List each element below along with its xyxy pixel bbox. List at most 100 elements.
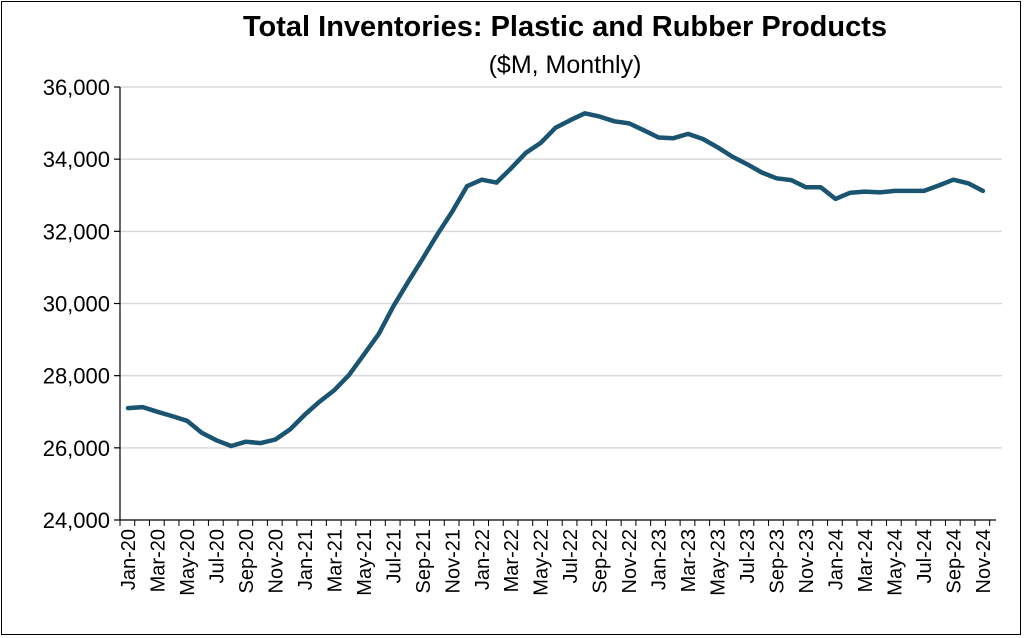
data-point [435, 232, 439, 236]
data-point [981, 189, 985, 193]
x-tick-label: Jul-23 [737, 529, 759, 583]
data-point [819, 185, 823, 189]
x-tick-label: Mar-23 [678, 529, 700, 592]
x-tick-label: Nov-23 [796, 529, 818, 593]
x-tick-label: Sep-23 [767, 529, 789, 594]
x-tick-label: Mar-20 [147, 529, 169, 592]
data-point [465, 184, 469, 188]
x-tick-label: Mar-24 [855, 529, 877, 592]
data-point [450, 209, 454, 213]
data-point [332, 388, 336, 392]
x-tick-label: Nov-20 [265, 529, 287, 593]
data-point [863, 189, 867, 193]
x-tick-label: Jan-23 [649, 529, 671, 590]
data-point [362, 353, 366, 357]
data-point [878, 190, 882, 194]
x-tick-label: May-22 [531, 529, 553, 596]
data-point [848, 191, 852, 195]
x-tick-label: May-24 [884, 529, 906, 596]
x-tick-label: Jan-21 [295, 529, 317, 590]
data-point [539, 141, 543, 145]
data-point [671, 136, 675, 140]
data-point [288, 427, 292, 431]
x-tick-label: May-23 [708, 529, 730, 596]
data-point [833, 197, 837, 201]
data-point [760, 170, 764, 174]
x-tick-label: Jul-21 [383, 529, 405, 583]
data-point [568, 118, 572, 122]
series-line [125, 111, 986, 449]
data-point [892, 189, 896, 193]
series-group [125, 111, 986, 449]
x-tick-label: Jul-20 [206, 529, 228, 583]
x-tick-label: Sep-22 [590, 529, 612, 594]
data-point [583, 111, 587, 115]
data-point [730, 154, 734, 158]
data-point [774, 176, 778, 180]
y-axis-ticks: 24,000 26,000 28,000 30,000 32,000 34,000 36,0… [43, 75, 120, 533]
x-tick-label: Sep-21 [413, 529, 435, 594]
y-tick-label: 32,000 [43, 219, 110, 244]
y-tick-label: 28,000 [43, 364, 110, 389]
data-point [656, 135, 660, 139]
x-tick-label: Mar-22 [501, 529, 523, 592]
data-point [745, 162, 749, 166]
data-point [951, 178, 955, 182]
x-tick-label: May-21 [354, 529, 376, 596]
data-point [642, 128, 646, 132]
x-tick-label: Jul-24 [914, 529, 936, 583]
gridlines [120, 86, 1002, 449]
x-tick-label: Jul-22 [560, 529, 582, 583]
data-point [155, 410, 159, 414]
data-point [317, 399, 321, 403]
x-tick-label: Sep-24 [943, 529, 965, 594]
data-point [701, 137, 705, 141]
data-point [273, 437, 277, 441]
data-point [141, 405, 145, 409]
data-point [347, 373, 351, 377]
data-point [421, 256, 425, 260]
data-point [937, 183, 941, 187]
data-point [509, 166, 513, 170]
data-point [303, 412, 307, 416]
data-point [170, 414, 174, 418]
data-point [907, 189, 911, 193]
data-point [229, 444, 233, 448]
data-point [598, 114, 602, 118]
chart-subtitle: ($M, Monthly) [489, 51, 642, 79]
data-point [686, 132, 690, 136]
data-point [391, 304, 395, 308]
y-tick-label: 30,000 [43, 292, 110, 317]
chart-title: Total Inventories: Plastic and Rubber Pr… [243, 11, 887, 43]
x-tick-label: Nov-24 [973, 529, 995, 593]
data-point [627, 121, 631, 125]
x-tick-label: Sep-20 [236, 529, 258, 594]
data-point [214, 438, 218, 442]
x-tick-label: Nov-21 [442, 529, 464, 593]
data-point [715, 145, 719, 149]
data-point [406, 280, 410, 284]
x-tick-label: Jan-24 [826, 529, 848, 590]
data-point [789, 178, 793, 182]
data-point [966, 181, 970, 185]
data-point [494, 180, 498, 184]
y-tick-label: 36,000 [43, 75, 110, 100]
x-tick-label: Jan-20 [118, 529, 140, 590]
data-point [480, 178, 484, 182]
data-point [922, 189, 926, 193]
data-point [185, 419, 189, 423]
data-point [804, 185, 808, 189]
data-point [259, 441, 263, 445]
data-point [244, 440, 248, 444]
x-tick-label: Nov-22 [619, 529, 641, 593]
y-tick-label: 24,000 [43, 508, 110, 533]
y-tick-label: 34,000 [43, 147, 110, 172]
data-point [126, 406, 130, 410]
data-point [612, 119, 616, 123]
x-tick-label: Mar-21 [324, 529, 346, 592]
x-tick-label: Jan-22 [472, 529, 494, 590]
y-tick-label: 26,000 [43, 436, 110, 461]
data-point [376, 332, 380, 336]
x-axis-ticks: Jan-20 Mar-20 May-20 Jul-20 Sep-20 Nov-20 Jan-… [118, 520, 995, 596]
